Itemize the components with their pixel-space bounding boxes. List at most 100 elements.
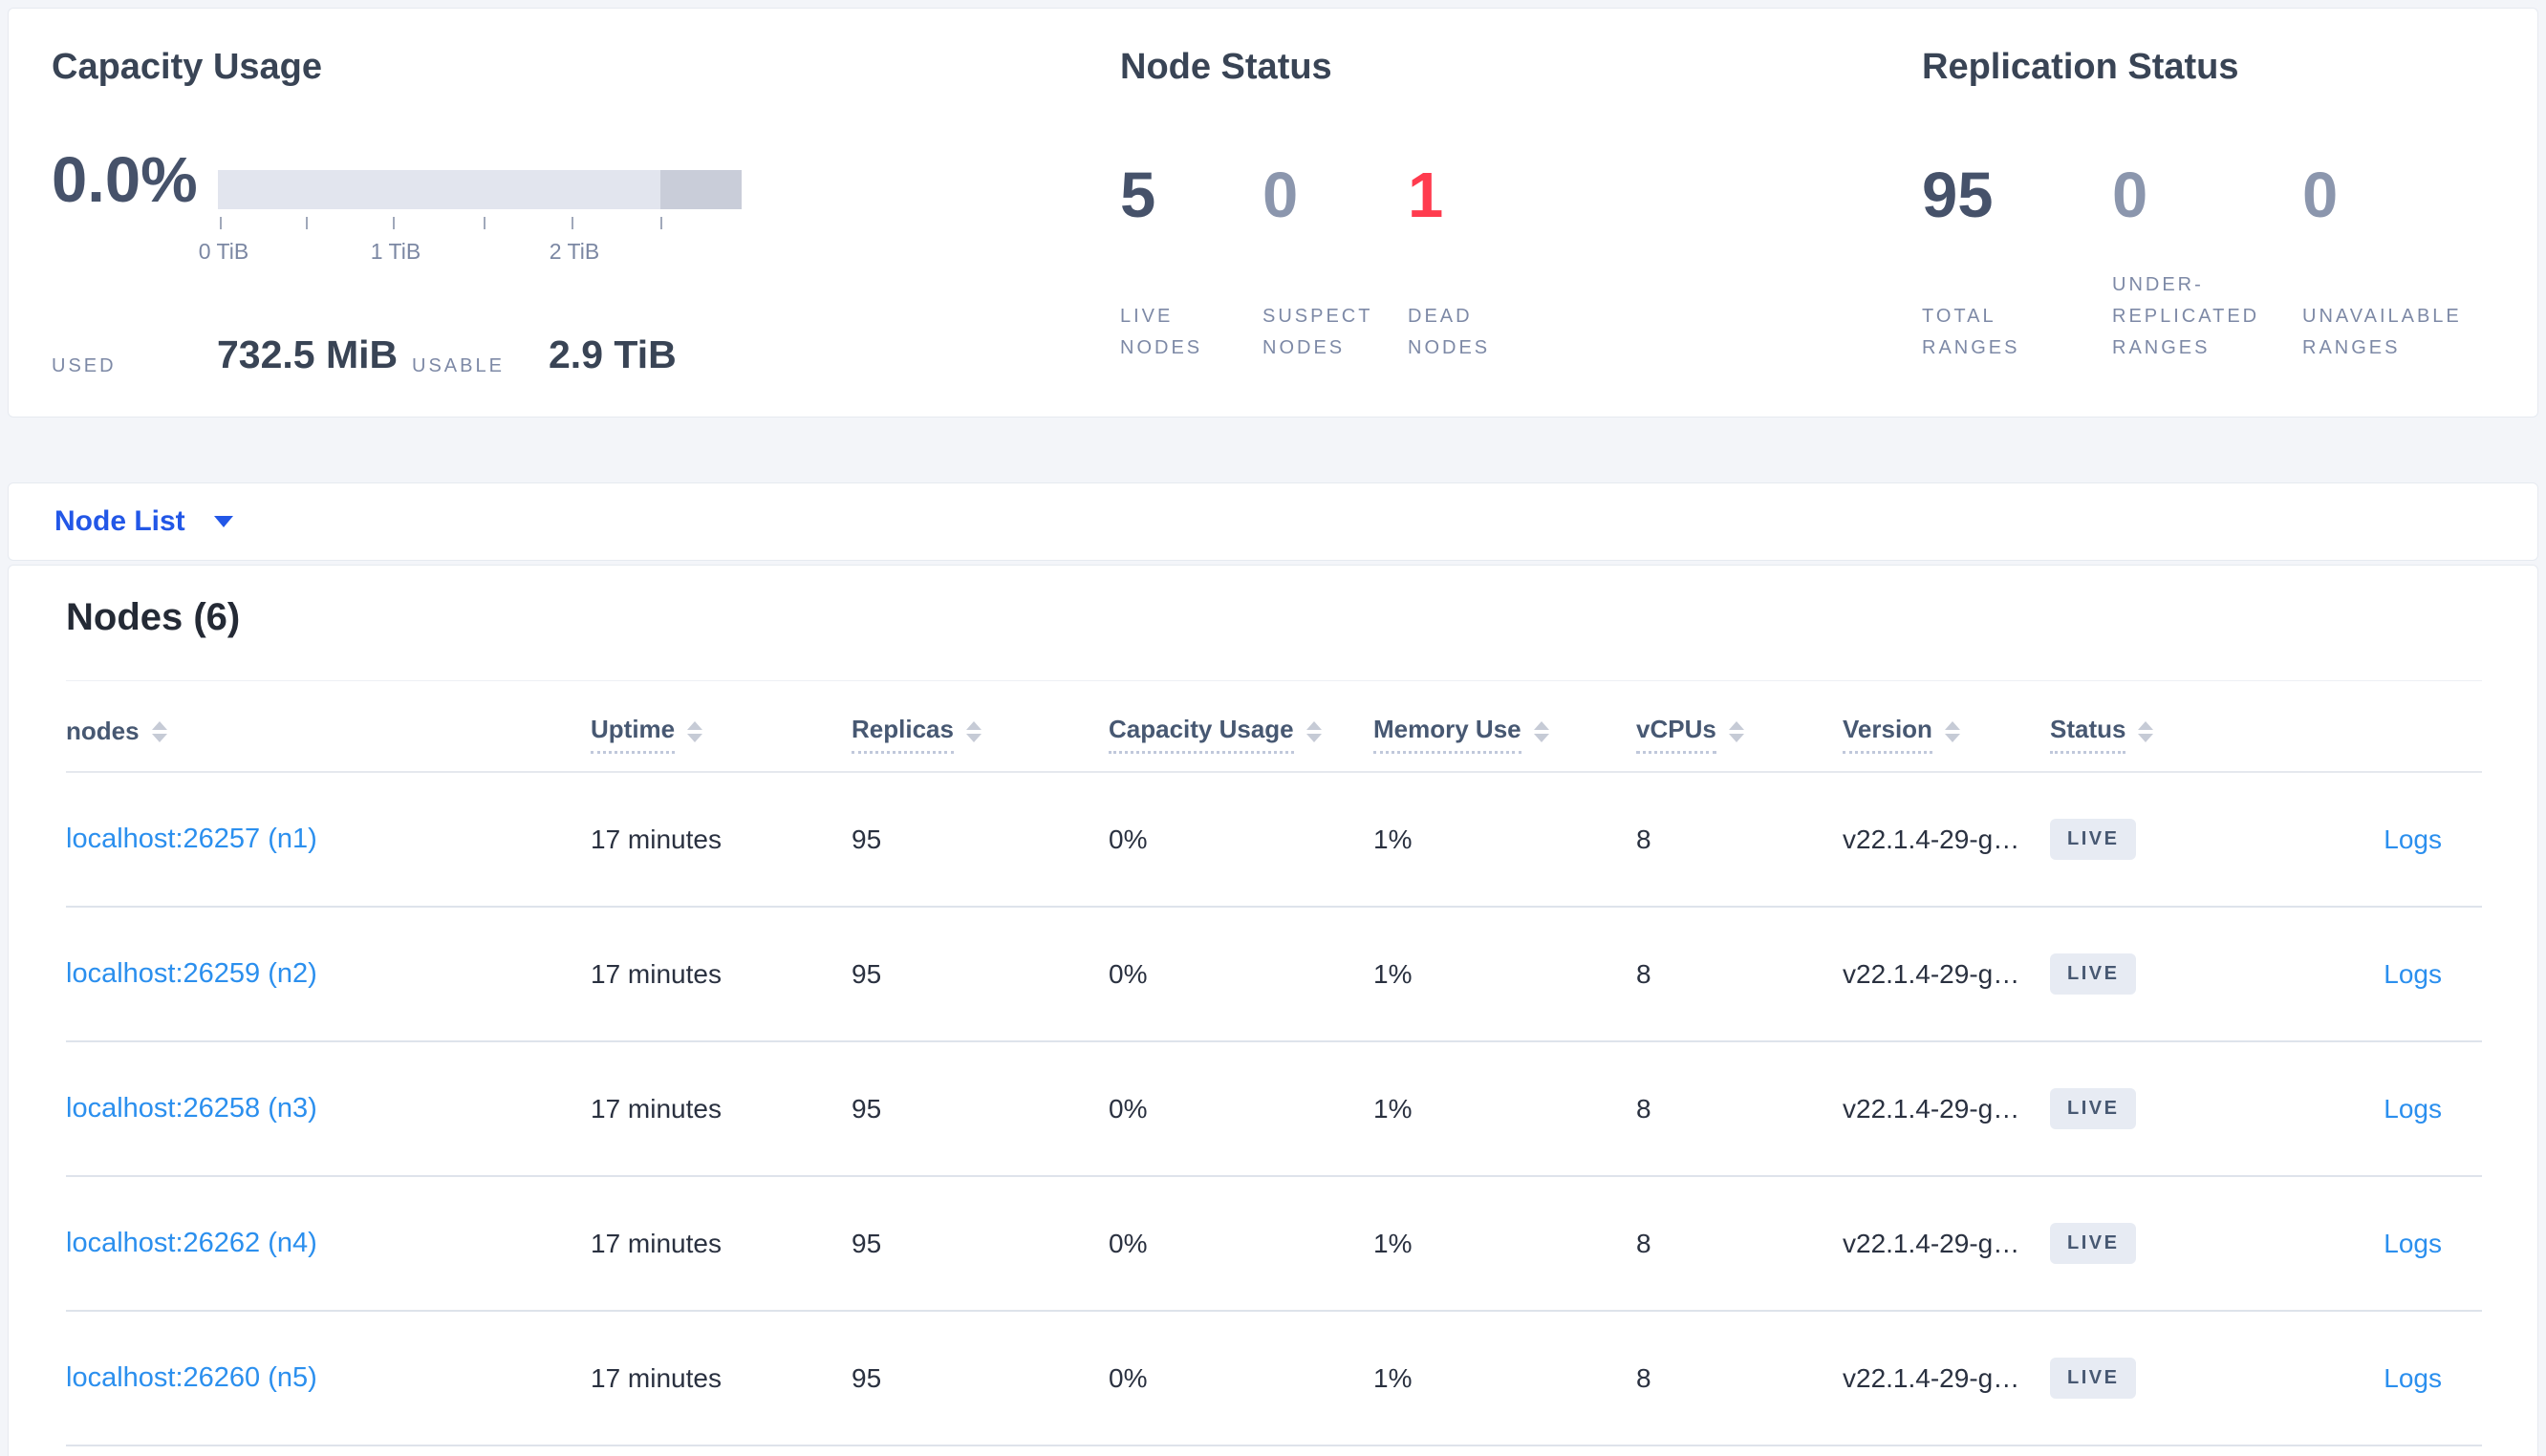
used-value: 732.5 MiB bbox=[217, 332, 399, 376]
cell-replicas: 95 bbox=[852, 1093, 882, 1124]
cell-capacity: 0% bbox=[1109, 1228, 1148, 1258]
cell-memory: 1% bbox=[1373, 1362, 1413, 1393]
cell-logs: Logs bbox=[2255, 824, 2482, 855]
cell-version: v22.1.4-29-g… bbox=[1843, 1093, 2020, 1124]
node-list-dropdown[interactable]: Node List bbox=[9, 483, 233, 560]
sort-icon bbox=[1944, 721, 1960, 742]
axis-tick bbox=[393, 217, 395, 229]
cell-status: LIVE bbox=[2050, 819, 2255, 860]
node-link[interactable]: localhost:26259 (n2) bbox=[66, 958, 317, 989]
column-header-node[interactable]: nodes bbox=[66, 717, 591, 753]
table-row: localhost:26262 (n4) 17 minutes 95 0% 1% 8 v22… bbox=[66, 1177, 2482, 1312]
cell-node: localhost:26258 (n3) bbox=[66, 1093, 591, 1124]
cell-uptime: 17 minutes bbox=[591, 1093, 722, 1124]
column-header-label: Capacity Usage bbox=[1109, 715, 1294, 754]
cell-logs: Logs bbox=[2255, 1363, 2482, 1394]
nodes-table: nodes Uptime Replicas Capacity Usage Memory … bbox=[66, 709, 2482, 1446]
nodes-panel: Nodes (6) nodes Uptime Replicas Capacity Us… bbox=[8, 565, 2538, 1456]
cell-replicas: 95 bbox=[852, 824, 882, 854]
logs-link[interactable]: Logs bbox=[2384, 824, 2442, 854]
column-header-uptime[interactable]: Uptime bbox=[591, 715, 852, 754]
metric: 95 TOTAL RANGES bbox=[1922, 163, 2112, 417]
metric-value: 5 bbox=[1120, 160, 1156, 231]
node-status-title: Node Status bbox=[1120, 47, 1332, 87]
logs-link[interactable]: Logs bbox=[2384, 1228, 2442, 1258]
metric-value: 95 bbox=[1922, 160, 1994, 231]
capacity-bar-track bbox=[218, 170, 742, 209]
table-row: localhost:26259 (n2) 17 minutes 95 0% 1% 8 v22… bbox=[66, 908, 2482, 1042]
sort-icon bbox=[1533, 721, 1549, 742]
column-header-label: Version bbox=[1843, 715, 1932, 754]
axis-tick bbox=[220, 217, 222, 229]
metric-value: 1 bbox=[1408, 160, 1444, 231]
node-status-metrics: 5 LIVE NODES 0 SUSPECT NODES 1 DEAD NODES bbox=[1120, 163, 1570, 417]
cell-vcpus: 8 bbox=[1636, 1093, 1651, 1124]
chevron-down-icon bbox=[213, 516, 233, 527]
usable-value: 2.9 TiB bbox=[549, 332, 677, 376]
cell-logs: Logs bbox=[2255, 1229, 2482, 1259]
cell-version: v22.1.4-29-g… bbox=[1843, 1228, 2020, 1258]
capacity-usage-title: Capacity Usage bbox=[52, 47, 323, 87]
node-link[interactable]: localhost:26260 (n5) bbox=[66, 1362, 317, 1393]
metric-label: UNDER- REPLICATED RANGES bbox=[2112, 274, 2260, 358]
cell-node: localhost:26257 (n1) bbox=[66, 824, 591, 855]
node-link[interactable]: localhost:26257 (n1) bbox=[66, 824, 317, 854]
cell-version: v22.1.4-29-g… bbox=[1843, 1362, 2020, 1393]
cell-logs: Logs bbox=[2255, 1094, 2482, 1124]
divider bbox=[66, 680, 2482, 681]
axis-tick bbox=[306, 217, 308, 229]
table-row: localhost:26258 (n3) 17 minutes 95 0% 1% 8 v22… bbox=[66, 1042, 2482, 1177]
cell-status: LIVE bbox=[2050, 953, 2255, 995]
cell-version: v22.1.4-29-g… bbox=[1843, 958, 2020, 989]
column-header-capacity[interactable]: Capacity Usage bbox=[1109, 715, 1373, 754]
axis-tick bbox=[572, 217, 573, 229]
metric: 0 SUSPECT NODES bbox=[1262, 163, 1408, 417]
replication-status-title: Replication Status bbox=[1922, 47, 2239, 87]
metric: 0 UNAVAILABLE RANGES bbox=[2302, 163, 2522, 417]
status-badge: LIVE bbox=[2050, 819, 2137, 860]
sort-icon bbox=[687, 721, 703, 742]
metric: 1 DEAD NODES bbox=[1408, 163, 1570, 417]
column-header-version[interactable]: Version bbox=[1843, 715, 2050, 754]
cell-status: LIVE bbox=[2050, 1358, 2255, 1399]
axis-tick-label: 2 TiB bbox=[549, 239, 600, 264]
sort-icon bbox=[151, 721, 167, 742]
column-header-vcpus[interactable]: vCPUs bbox=[1636, 715, 1843, 754]
metric: 5 LIVE NODES bbox=[1120, 163, 1262, 417]
metric-label: UNAVAILABLE RANGES bbox=[2302, 306, 2462, 358]
column-header-replicas[interactable]: Replicas bbox=[852, 715, 1109, 754]
sort-icon bbox=[965, 721, 982, 742]
status-badge: LIVE bbox=[2050, 1358, 2137, 1399]
column-header-memory[interactable]: Memory Use bbox=[1373, 715, 1636, 754]
used-label: USED bbox=[52, 355, 117, 376]
logs-link[interactable]: Logs bbox=[2384, 1362, 2442, 1393]
cell-logs: Logs bbox=[2255, 959, 2482, 990]
logs-link[interactable]: Logs bbox=[2384, 958, 2442, 989]
cell-status: LIVE bbox=[2050, 1223, 2255, 1264]
view-selector-bar: Node List bbox=[8, 482, 2538, 561]
sort-icon bbox=[1305, 721, 1322, 742]
cell-capacity: 0% bbox=[1109, 1093, 1148, 1124]
node-link[interactable]: localhost:26262 (n4) bbox=[66, 1228, 317, 1258]
cell-vcpus: 8 bbox=[1636, 1228, 1651, 1258]
logs-link[interactable]: Logs bbox=[2384, 1093, 2442, 1124]
column-header-label: Uptime bbox=[591, 715, 676, 754]
status-badge: LIVE bbox=[2050, 953, 2137, 995]
status-badge: LIVE bbox=[2050, 1088, 2137, 1129]
cell-memory: 1% bbox=[1373, 1228, 1413, 1258]
sort-icon bbox=[2138, 721, 2154, 742]
metric-value: 0 bbox=[2302, 160, 2339, 231]
axis-tick bbox=[660, 217, 662, 229]
metric-value: 0 bbox=[2112, 160, 2148, 231]
column-header-label: Memory Use bbox=[1373, 715, 1521, 754]
status-badge: LIVE bbox=[2050, 1223, 2137, 1264]
axis-tick bbox=[484, 217, 485, 229]
cell-uptime: 17 minutes bbox=[591, 1362, 722, 1393]
cell-node: localhost:26262 (n4) bbox=[66, 1228, 591, 1259]
column-header-status[interactable]: Status bbox=[2050, 715, 2255, 754]
metric-label: TOTAL RANGES bbox=[1922, 306, 2020, 358]
capacity-used-percent: 0.0% bbox=[52, 144, 198, 216]
node-link[interactable]: localhost:26258 (n3) bbox=[66, 1093, 317, 1124]
cell-capacity: 0% bbox=[1109, 958, 1148, 989]
table-row: localhost:26257 (n1) 17 minutes 95 0% 1% 8 v22… bbox=[66, 773, 2482, 908]
